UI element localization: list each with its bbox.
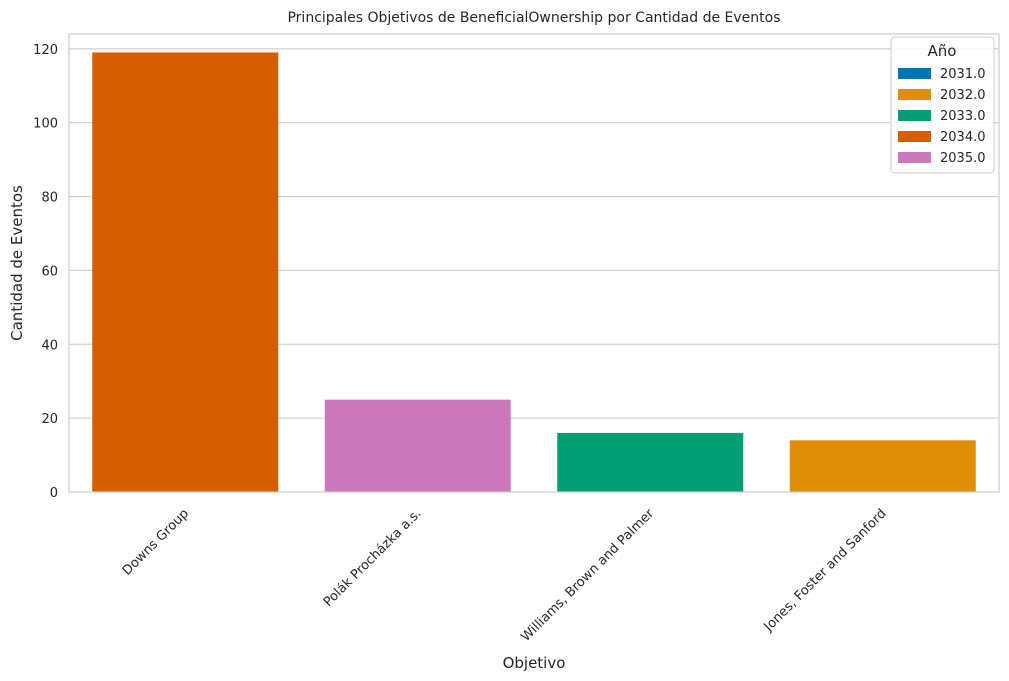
legend-label: 2034.0 <box>940 130 986 145</box>
y-tick-label: 40 <box>41 338 58 353</box>
chart-title: Principales Objetivos de BeneficialOwner… <box>287 10 780 26</box>
legend-title: Año <box>928 42 957 60</box>
legend-label: 2033.0 <box>940 109 986 124</box>
y-tick-label: 0 <box>50 486 58 501</box>
y-tick-label: 80 <box>41 191 58 206</box>
x-tick-label: Downs Group <box>120 506 192 578</box>
legend-swatch <box>898 131 931 142</box>
legend-swatch <box>898 89 931 100</box>
bars <box>92 52 976 492</box>
y-tick-label: 20 <box>41 412 58 427</box>
legend-swatch <box>898 152 931 163</box>
x-axis-ticks: Downs Group Polák Procházka a.s. Williams,… <box>120 506 890 645</box>
legend-label: 2031.0 <box>940 67 986 82</box>
legend: Año 2031.0 2032.0 2033.0 2034.0 2035.0 <box>890 36 995 174</box>
y-axis-ticks: 0 20 40 60 80 100 120 <box>33 43 58 501</box>
legend-swatch <box>898 68 931 79</box>
plot-area <box>68 33 1000 493</box>
x-axis-label: Objetivo <box>503 654 566 672</box>
plot-frame <box>68 33 1000 493</box>
y-tick-label: 60 <box>41 264 58 279</box>
bar <box>324 399 511 492</box>
bar <box>557 432 744 492</box>
x-tick-label: Polák Procházka a.s. <box>321 506 425 610</box>
bar <box>789 440 976 492</box>
x-tick-label: Jones, Foster and Sanford <box>761 506 890 635</box>
y-axis-label: Cantidad de Eventos <box>8 185 26 341</box>
legend-label: 2035.0 <box>940 151 986 166</box>
legend-swatch <box>898 110 931 121</box>
y-tick-label: 100 <box>33 117 58 132</box>
legend-items: 2031.0 2032.0 2033.0 2034.0 2035.0 <box>898 67 986 166</box>
bar <box>92 52 279 492</box>
x-tick-label: Williams, Brown and Palmer <box>518 506 657 645</box>
legend-label: 2032.0 <box>940 88 986 103</box>
y-tick-label: 120 <box>33 43 58 58</box>
